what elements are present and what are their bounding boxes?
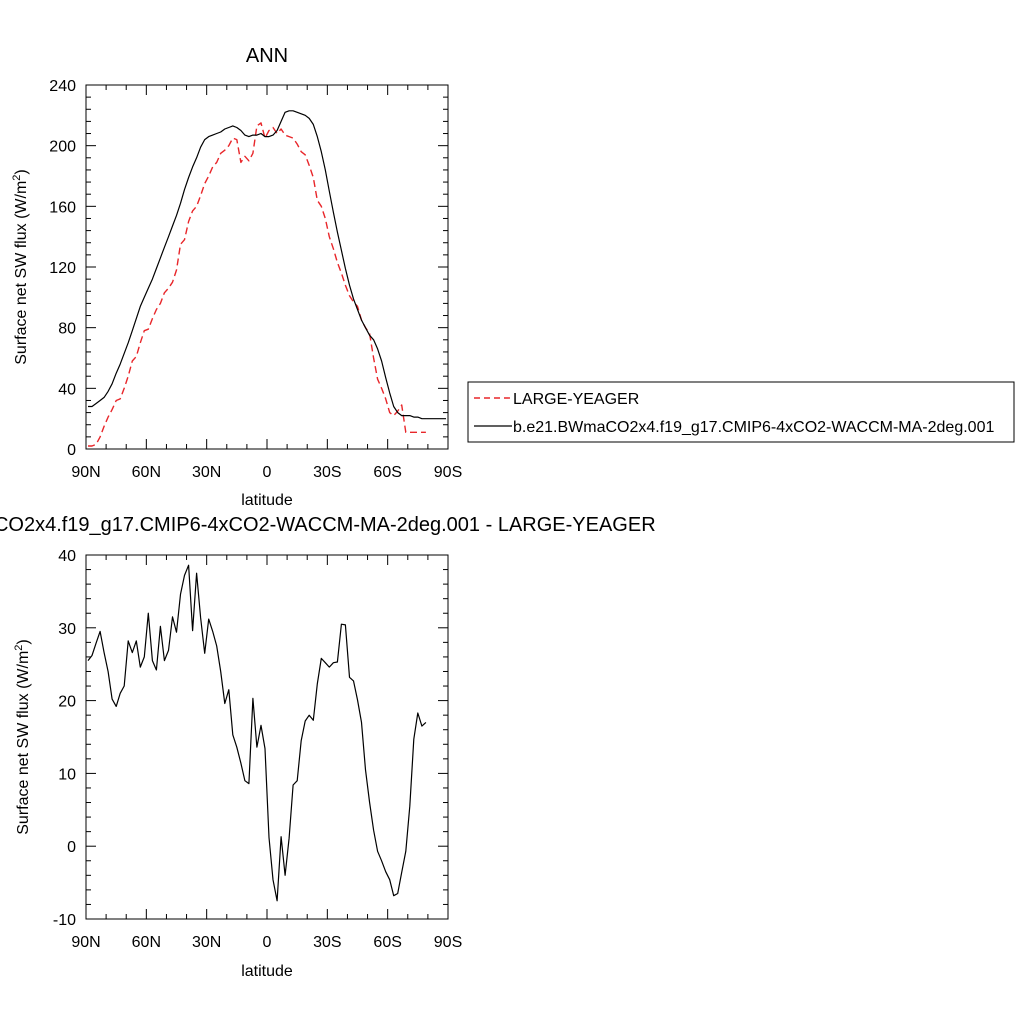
top-x-axis-label: latitude (241, 492, 293, 509)
bottom-y-tick-label: -10 (53, 912, 76, 929)
legend: LARGE-YEAGER b.e21.BWmaCO2x4.f19_g17.CMI… (467, 381, 1015, 443)
bottom-x-tick-label: 0 (263, 934, 272, 951)
top-y-tick-label: 240 (49, 78, 76, 95)
legend-label-large-yeager: LARGE-YEAGER (513, 391, 639, 408)
top-y-tick-label: 160 (49, 199, 76, 216)
bottom-y-axis-label: Surface net SW flux (W/m2) (13, 639, 32, 835)
top-series-line-0 (88, 122, 426, 447)
legend-label-model: b.e21.BWmaCO2x4.f19_g17.CMIP6-4xCO2-WACC… (513, 419, 994, 436)
bottom-x-tick-label: 90S (434, 934, 462, 951)
bottom-chart-title: b.e21.BWmaCO2x4.f19_g17.CMIP6-4xCO2-WACC… (0, 514, 656, 536)
top-y-tick-label: 120 (49, 260, 76, 277)
bottom-y-tick-label: 30 (58, 621, 76, 638)
bottom-y-tick-label: 0 (67, 839, 76, 856)
top-x-tick-label: 90S (434, 464, 462, 481)
bottom-x-tick-label: 60N (132, 934, 161, 951)
bottom-x-tick-label: 30S (313, 934, 341, 951)
top-plot-frame (85, 84, 449, 450)
top-x-tick-label: 30N (192, 464, 221, 481)
bottom-plot-frame (85, 554, 449, 920)
bottom-series-line-0 (87, 564, 427, 902)
top-x-tick-label: 0 (263, 464, 272, 481)
top-x-tick-label: 30S (313, 464, 341, 481)
bottom-y-tick-label: 20 (58, 694, 76, 711)
top-y-tick-label: 0 (67, 442, 76, 459)
bottom-x-axis-label: latitude (241, 963, 293, 980)
top-chart-ticks: 90N 60N 30N 0 30S 60S 90S 0 40 80 120 160 200 240 (49, 78, 462, 481)
top-x-tick-label: 60N (132, 464, 161, 481)
bottom-x-tick-label: 90N (71, 934, 100, 951)
bottom-x-tick-label: 60S (373, 934, 401, 951)
bottom-x-tick-label: 30N (192, 934, 221, 951)
top-chart-title: ANN (246, 45, 288, 67)
top-x-tick-label: 60S (373, 464, 401, 481)
bottom-y-tick-label: 40 (58, 548, 76, 565)
top-y-axis-label: Surface net SW flux (W/m2) (11, 169, 30, 365)
top-chart-series (88, 110, 446, 447)
legend-box (467, 381, 1015, 443)
top-y-tick-label: 40 (58, 381, 76, 398)
bottom-y-tick-label: 10 (58, 766, 76, 783)
top-x-tick-label: 90N (71, 464, 100, 481)
top-y-tick-label: 200 (49, 139, 76, 156)
bottom-y-axis-label-group: Surface net SW flux (W/m2) (13, 639, 32, 835)
top-y-tick-label: 80 (58, 321, 76, 338)
top-series-line-1 (88, 110, 446, 420)
bottom-chart-series (87, 564, 427, 902)
bottom-chart-panel: b.e21.BWmaCO2x4.f19_g17.CMIP6-4xCO2-WACC… (0, 514, 656, 980)
top-y-axis-label-group: Surface net SW flux (W/m2) (11, 169, 30, 365)
bottom-chart-ticks: 90N 60N 30N 0 30S 60S 90S -10 0 10 20 30 40 (53, 548, 462, 951)
top-chart-panel: ANN 90N 60N 30N 0 30S 60S 90S 0 40 80 120 160 200 240… (11, 45, 462, 509)
